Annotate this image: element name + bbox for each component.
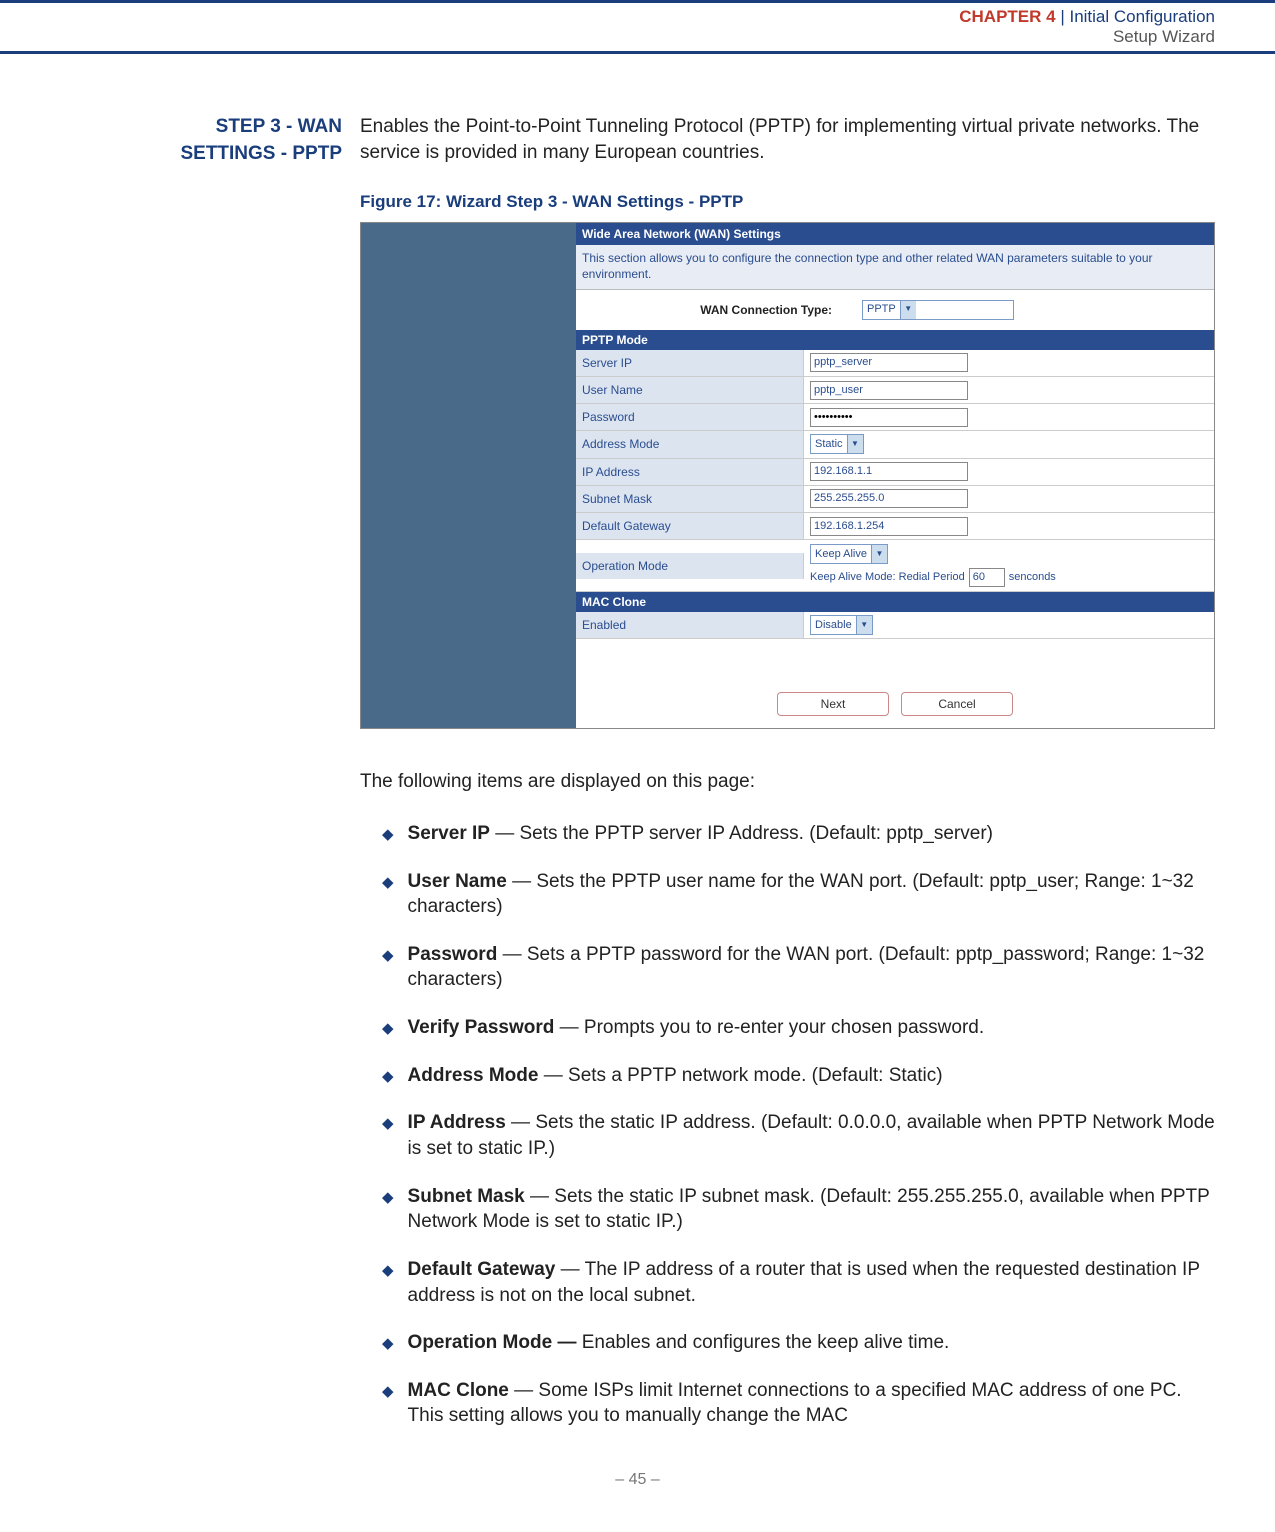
chevron-down-icon: ▼ xyxy=(900,301,916,319)
bullet-text: Default Gateway — The IP address of a ro… xyxy=(408,1257,1215,1308)
form-input[interactable]: 192.168.1.254 xyxy=(810,517,968,536)
mac-clone-header: MAC Clone xyxy=(576,592,1214,612)
pptp-mode-header: PPTP Mode xyxy=(576,330,1214,350)
form-label: Password xyxy=(576,404,804,430)
header-title: Initial Configuration xyxy=(1069,7,1215,26)
bullet-text: IP Address — Sets the static IP address.… xyxy=(408,1110,1215,1161)
bullet-mark-icon: ◆ xyxy=(382,946,394,966)
form-label: Default Gateway xyxy=(576,513,804,539)
screenshot-sidebar xyxy=(361,223,576,728)
form-row: Default Gateway 192.168.1.254 xyxy=(576,513,1214,540)
opmode-select[interactable]: Keep Alive ▼ xyxy=(810,544,888,564)
header-sep: | xyxy=(1056,7,1070,26)
page-header: CHAPTER 4 | Initial Configuration Setup … xyxy=(0,0,1275,54)
chevron-down-icon: ▼ xyxy=(856,616,872,634)
form-select[interactable]: Static▼ xyxy=(810,434,864,454)
bullet-item: ◆ User Name — Sets the PPTP user name for… xyxy=(360,869,1215,920)
bullet-item: ◆ IP Address — Sets the static IP address… xyxy=(360,1110,1215,1161)
mac-enabled-label: Enabled xyxy=(576,612,804,638)
intro-text: Enables the Point-to-Point Tunneling Pro… xyxy=(360,114,1215,165)
bullet-mark-icon: ◆ xyxy=(382,1261,394,1281)
wan-title-bar: Wide Area Network (WAN) Settings xyxy=(576,223,1214,245)
figure-caption: Figure 17: Wizard Step 3 - WAN Settings … xyxy=(360,191,1215,214)
conn-type-select[interactable]: PPTP ▼ xyxy=(862,300,1014,320)
mac-enabled-select[interactable]: Disable ▼ xyxy=(810,615,873,635)
next-button[interactable]: Next xyxy=(777,692,889,716)
opmode-redial-unit: senconds xyxy=(1009,570,1056,585)
section-title-line2: SETTINGS - PPTP xyxy=(180,143,342,164)
form-input[interactable]: pptp_user xyxy=(810,381,968,400)
conn-type-label: WAN Connection Type: xyxy=(582,302,862,318)
redial-period-input[interactable]: 60 xyxy=(969,568,1005,587)
bullet-item: ◆ Address Mode — Sets a PPTP network mode… xyxy=(360,1063,1215,1089)
bullet-item: ◆ MAC Clone — Some ISPs limit Internet co… xyxy=(360,1378,1215,1429)
wan-settings-screenshot: Wide Area Network (WAN) Settings This se… xyxy=(360,222,1215,729)
bullet-text: Password — Sets a PPTP password for the … xyxy=(408,942,1215,993)
form-row: Server IP pptp_server xyxy=(576,350,1214,377)
bullet-item: ◆ Server IP — Sets the PPTP server IP Add… xyxy=(360,821,1215,847)
section-title-line1: STEP 3 - WAN xyxy=(216,116,342,137)
bullet-text: Server IP — Sets the PPTP server IP Addr… xyxy=(408,821,1215,847)
bullet-mark-icon: ◆ xyxy=(382,1019,394,1039)
bullet-text: Subnet Mask — Sets the static IP subnet … xyxy=(408,1184,1215,1235)
opmode-redial-label: Keep Alive Mode: Redial Period xyxy=(810,570,965,585)
bullet-item: ◆ Password — Sets a PPTP password for the… xyxy=(360,942,1215,993)
conn-type-value: PPTP xyxy=(863,302,900,317)
bullet-mark-icon: ◆ xyxy=(382,1334,394,1354)
form-label: User Name xyxy=(576,377,804,403)
bullet-list: ◆ Server IP — Sets the PPTP server IP Add… xyxy=(360,821,1215,1429)
bullet-mark-icon: ◆ xyxy=(382,1188,394,1208)
bullet-text: User Name — Sets the PPTP user name for … xyxy=(408,869,1215,920)
cancel-button[interactable]: Cancel xyxy=(901,692,1013,716)
form-input[interactable]: •••••••••• xyxy=(810,408,968,427)
bullet-mark-icon: ◆ xyxy=(382,1382,394,1402)
form-label: IP Address xyxy=(576,459,804,485)
form-row: Address Mode Static▼ xyxy=(576,431,1214,458)
chevron-down-icon: ▼ xyxy=(871,545,887,563)
opmode-label: Operation Mode xyxy=(576,553,804,579)
opmode-value: Keep Alive xyxy=(811,547,871,562)
bullet-item: ◆ Operation Mode — Enables and configures… xyxy=(360,1330,1215,1356)
chapter-label: CHAPTER 4 xyxy=(959,7,1055,26)
section-title: STEP 3 - WAN SETTINGS - PPTP xyxy=(0,114,342,167)
form-row: Subnet Mask 255.255.255.0 xyxy=(576,486,1214,513)
form-input[interactable]: pptp_server xyxy=(810,353,968,372)
form-label: Subnet Mask xyxy=(576,486,804,512)
bullet-text: MAC Clone — Some ISPs limit Internet con… xyxy=(408,1378,1215,1429)
form-label: Server IP xyxy=(576,350,804,376)
chevron-down-icon: ▼ xyxy=(847,435,863,453)
header-subtitle: Setup Wizard xyxy=(0,27,1215,47)
bullet-item: ◆ Verify Password — Prompts you to re-ent… xyxy=(360,1015,1215,1041)
page-number: – 45 – xyxy=(0,1471,1275,1509)
bullet-item: ◆ Subnet Mask — Sets the static IP subnet… xyxy=(360,1184,1215,1235)
form-row: Password •••••••••• xyxy=(576,404,1214,431)
bullet-mark-icon: ◆ xyxy=(382,1114,394,1134)
form-row: User Name pptp_user xyxy=(576,377,1214,404)
form-input[interactable]: 255.255.255.0 xyxy=(810,489,968,508)
bullet-mark-icon: ◆ xyxy=(382,1067,394,1087)
bullet-text: Verify Password — Prompts you to re-ente… xyxy=(408,1015,1215,1041)
bullet-mark-icon: ◆ xyxy=(382,873,394,893)
bullet-text: Address Mode — Sets a PPTP network mode.… xyxy=(408,1063,1215,1089)
bullet-mark-icon: ◆ xyxy=(382,825,394,845)
form-input[interactable]: 192.168.1.1 xyxy=(810,462,968,481)
form-label: Address Mode xyxy=(576,431,804,457)
mac-enabled-value: Disable xyxy=(811,618,856,633)
bullet-text: Operation Mode — Enables and configures … xyxy=(408,1330,1215,1356)
form-row: IP Address 192.168.1.1 xyxy=(576,459,1214,486)
bullet-item: ◆ Default Gateway — The IP address of a r… xyxy=(360,1257,1215,1308)
form-select-value: Static xyxy=(811,437,847,452)
wan-description: This section allows you to configure the… xyxy=(576,245,1214,289)
follow-text: The following items are displayed on thi… xyxy=(360,769,1215,795)
